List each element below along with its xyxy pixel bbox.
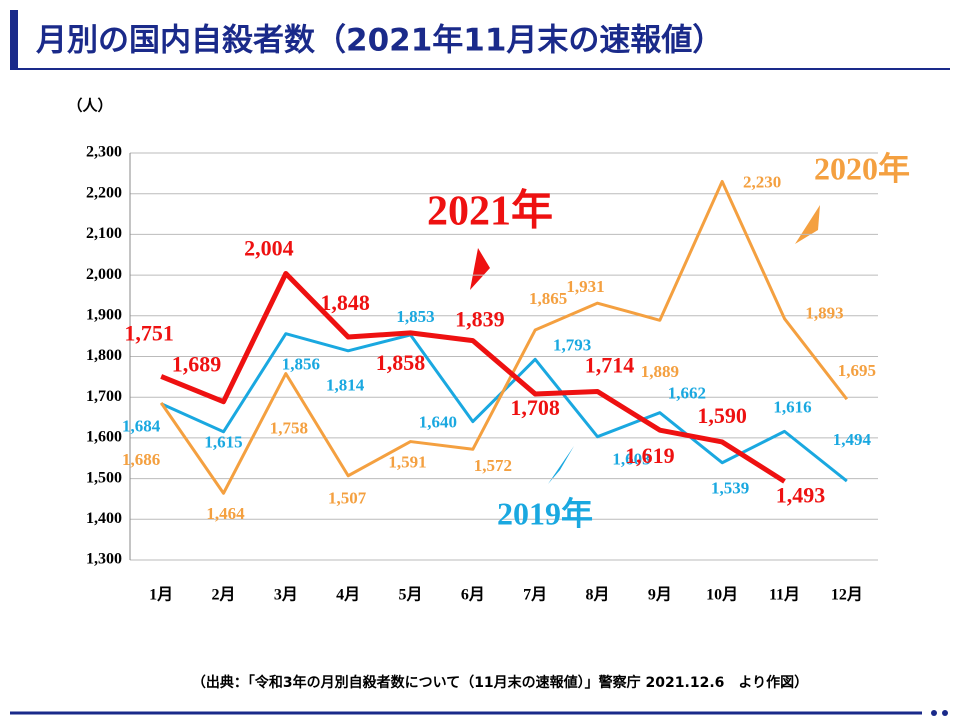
data-label: 1,893	[805, 304, 843, 323]
data-label: 1,616	[773, 397, 811, 416]
data-label: 1,494	[833, 430, 872, 449]
series-name: 2021年	[427, 188, 553, 235]
data-label: 1,507	[328, 489, 367, 508]
y-tick-label: 1,500	[86, 469, 122, 486]
arrow	[795, 205, 820, 244]
x-tick-label: 5月	[398, 586, 422, 604]
series-name: 2020年	[814, 150, 910, 186]
data-label: 1,591	[388, 452, 426, 471]
data-label: 1,839	[455, 307, 505, 332]
data-label: 1,695	[838, 361, 876, 380]
data-label: 1,686	[122, 450, 160, 469]
x-tick-label: 4月	[336, 586, 360, 604]
data-label: 1,689	[172, 352, 222, 377]
data-label: 1,793	[553, 335, 591, 354]
y-tick-label: 2,000	[86, 266, 122, 283]
data-label: 1,865	[529, 289, 567, 308]
chart-title: 月別の国内自殺者数（2021年11月末の速報値）	[36, 23, 723, 59]
data-label: 2,230	[743, 172, 781, 191]
x-tick-label: 12月	[831, 586, 863, 604]
y-tick-label: 1,800	[86, 347, 122, 364]
x-tick-label: 2月	[211, 586, 235, 604]
x-tick-label: 1月	[149, 586, 173, 604]
series-line	[160, 270, 786, 484]
x-tick-label: 7月	[523, 586, 547, 604]
title-bar	[10, 10, 18, 68]
arrow	[470, 248, 490, 290]
y-tick-label: 2,200	[86, 184, 122, 201]
y-tick-label: 1,700	[86, 388, 122, 405]
data-label: 1,619	[625, 443, 675, 468]
data-label: 1,751	[124, 320, 174, 345]
data-label: 1,889	[641, 362, 679, 381]
y-tick-label: 2,100	[86, 225, 122, 242]
data-label: 1,758	[270, 419, 308, 438]
source: （出典：「令和3年の月別自殺者数について（11月末の速報値）」警察庁 2021.…	[192, 674, 808, 691]
x-tick-label: 3月	[274, 586, 298, 604]
arrow	[548, 446, 574, 484]
x-tick-label: 11月	[769, 586, 800, 604]
footer-dot	[942, 710, 948, 716]
data-label: 1,684	[122, 417, 161, 436]
data-label: 1,848	[320, 290, 370, 315]
series-line	[159, 179, 849, 495]
y-tick-label: 1,400	[86, 510, 122, 527]
footer-dot	[931, 710, 937, 716]
y-tick-label: 1,300	[86, 551, 122, 568]
data-label: 1,853	[396, 307, 434, 326]
data-label: 1,662	[668, 384, 706, 403]
x-tick-label: 6月	[461, 586, 485, 604]
y-tick-label: 2,300	[86, 144, 122, 161]
data-label: 1,856	[282, 355, 320, 374]
data-label: 2,004	[244, 236, 294, 261]
series-name: 2019年	[497, 495, 593, 531]
data-label: 1,858	[376, 350, 426, 375]
data-label: 1,615	[204, 433, 242, 452]
data-label: 1,708	[510, 395, 560, 420]
data-label: 1,603	[612, 450, 650, 469]
y-tick-label: 1,600	[86, 429, 122, 446]
y-axis-label: （人）	[67, 97, 112, 115]
x-tick-label: 9月	[648, 586, 672, 604]
x-tick-label: 10月	[706, 586, 738, 604]
data-label: 1,464	[206, 504, 245, 523]
y-tick-label: 1,900	[86, 306, 122, 323]
data-label: 1,590	[697, 403, 747, 428]
data-label: 1,572	[474, 456, 512, 475]
data-label: 1,539	[711, 479, 749, 498]
data-label: 1,493	[776, 482, 826, 507]
data-label: 1,931	[566, 277, 604, 296]
data-label: 1,814	[326, 376, 365, 395]
data-label: 1,714	[585, 353, 635, 378]
data-label: 1,640	[419, 413, 457, 432]
x-tick-label: 8月	[585, 586, 609, 604]
